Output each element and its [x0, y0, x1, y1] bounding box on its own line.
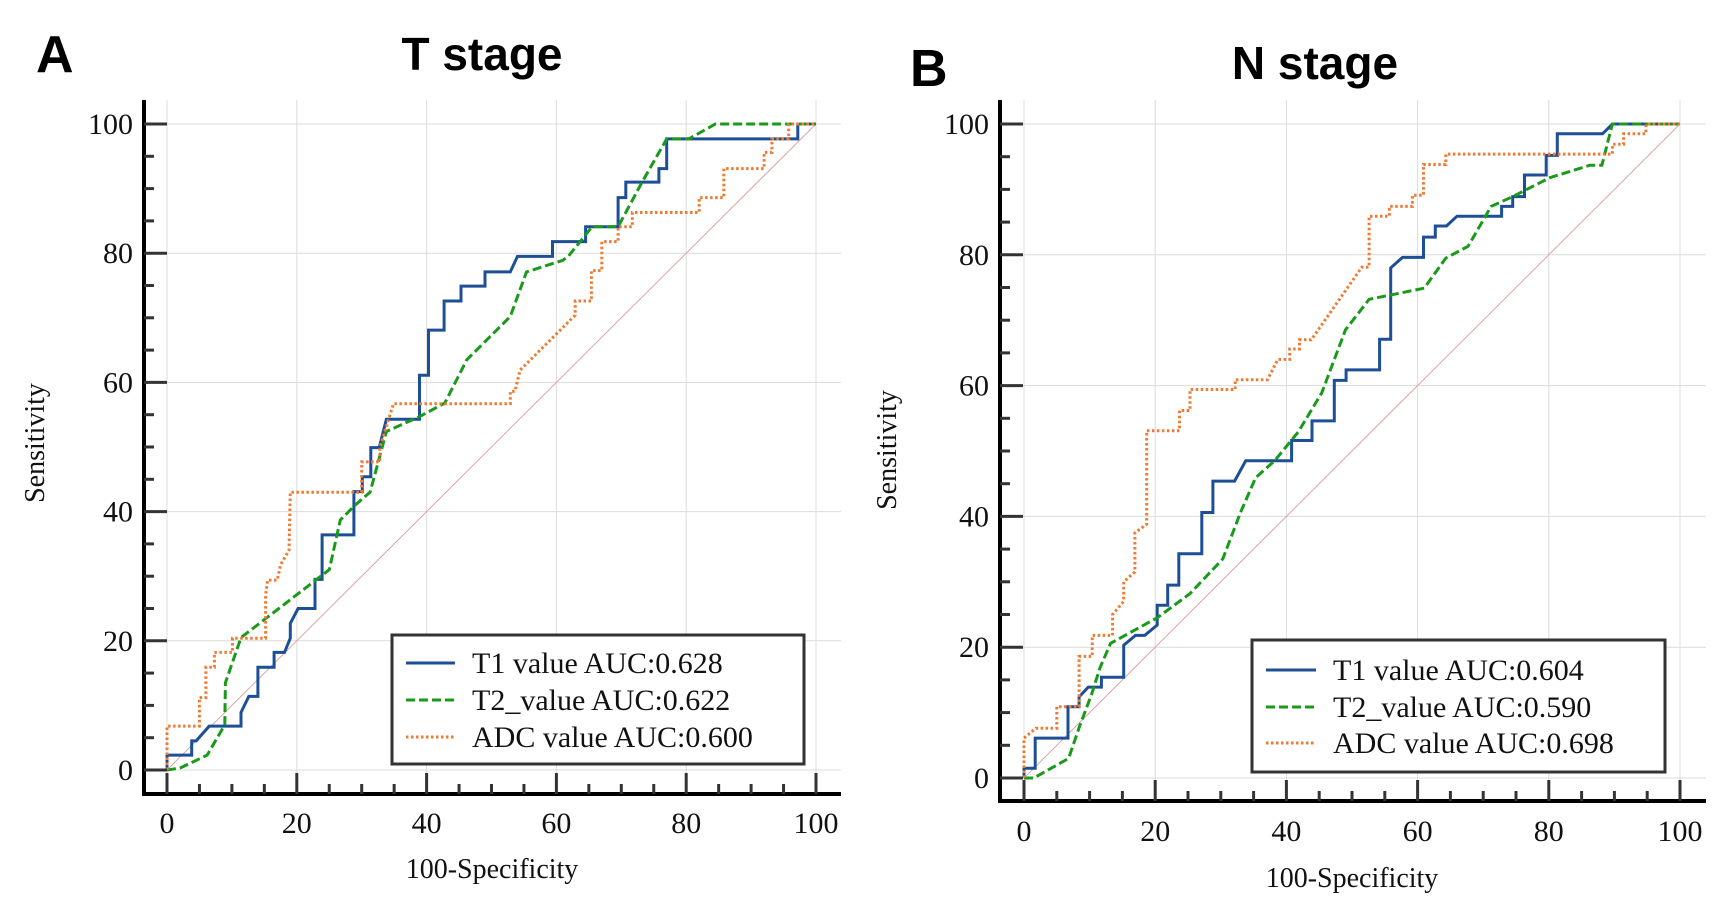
- y-tick-label: 20: [959, 631, 989, 664]
- legend: T1 value AUC:0.628 T2_value AUC:0.622 ADC …: [390, 633, 806, 766]
- y-axis-label: Sensitivity: [20, 383, 51, 503]
- series-line-dotted-2: [165, 122, 816, 770]
- grid: [144, 100, 841, 794]
- y-tick-label: 0: [974, 762, 989, 795]
- y-tick-label: 100: [88, 108, 133, 141]
- series-line-solid-0: [1022, 122, 1680, 778]
- x-tick-label: 20: [282, 807, 312, 840]
- panel-letter: B: [910, 40, 948, 98]
- series-line-solid-0: [165, 122, 816, 770]
- x-tick-label: 20: [1140, 815, 1170, 848]
- series-line-dashed-1: [1024, 122, 1680, 780]
- x-tick-label: 40: [412, 807, 442, 840]
- legend-box: [390, 633, 806, 766]
- x-tick-label: 60: [1403, 815, 1433, 848]
- legend-box: [1250, 638, 1667, 774]
- x-axis-label: 100-Specificity: [1266, 863, 1439, 894]
- legend-entry-label: T2_value AUC:0.622: [472, 684, 730, 717]
- legend-entry-label: ADC value AUC:0.698: [1333, 727, 1614, 760]
- ticks: 0 20 40 60 80 100 0 20 40 60 80 100: [944, 108, 1703, 848]
- x-tick-label: 0: [1017, 815, 1032, 848]
- y-tick-label: 60: [103, 366, 133, 399]
- x-tick-label: 40: [1271, 815, 1301, 848]
- chart-title: T stage: [401, 28, 562, 80]
- x-tick-label: 0: [160, 807, 175, 840]
- x-tick-label: 100: [1658, 815, 1703, 848]
- panel-a-t-stage: A T stage 0 20 40 60 80 100 0 20 40 60 80 100 100-S…: [20, 26, 841, 885]
- y-tick-label: 100: [944, 108, 989, 141]
- y-tick-label: 60: [959, 370, 989, 403]
- y-tick-label: 40: [103, 496, 133, 529]
- series-layer: [165, 122, 816, 772]
- y-axis-label: Sensitivity: [872, 390, 903, 510]
- series-layer: [1022, 122, 1680, 780]
- x-tick-label: 100: [794, 807, 839, 840]
- legend-entry-label: T1 value AUC:0.604: [1333, 654, 1584, 687]
- y-tick-label: 80: [103, 237, 133, 270]
- legend-entry-label: T2_value AUC:0.590: [1333, 691, 1591, 724]
- panel-b-n-stage: B N stage 0 20 40 60 80 100 0 20 40 60 80 100 100-S…: [872, 37, 1706, 894]
- grid: [1000, 100, 1706, 801]
- x-axis-label: 100-Specificity: [406, 854, 579, 885]
- x-tick-label: 80: [671, 807, 701, 840]
- y-tick-label: 80: [959, 239, 989, 272]
- legend-entry-label: ADC value AUC:0.600: [472, 721, 753, 754]
- y-tick-label: 40: [959, 500, 989, 533]
- x-tick-label: 80: [1534, 815, 1564, 848]
- x-tick-label: 60: [541, 807, 571, 840]
- series-line-dotted-2: [1022, 122, 1680, 778]
- ticks: 0 20 40 60 80 100 0 20 40 60 80 100: [88, 108, 839, 840]
- reference-diagonal: [1023, 123, 1681, 779]
- y-tick-label: 20: [103, 625, 133, 658]
- y-tick-label: 0: [118, 754, 133, 787]
- panel-letter: A: [36, 26, 74, 84]
- legend-entry-label: T1 value AUC:0.628: [472, 647, 723, 680]
- chart-title: N stage: [1232, 37, 1398, 89]
- legend: T1 value AUC:0.604 T2_value AUC:0.590ADC …: [1250, 638, 1667, 774]
